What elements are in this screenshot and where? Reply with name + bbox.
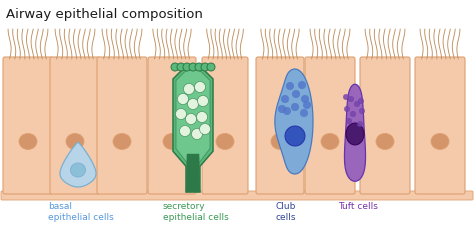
- Circle shape: [303, 102, 311, 109]
- Circle shape: [183, 84, 194, 95]
- Polygon shape: [173, 65, 213, 192]
- Circle shape: [177, 94, 189, 105]
- Circle shape: [343, 95, 349, 100]
- FancyBboxPatch shape: [97, 58, 147, 194]
- Circle shape: [346, 119, 352, 124]
- FancyBboxPatch shape: [256, 58, 304, 194]
- FancyBboxPatch shape: [202, 58, 248, 194]
- Ellipse shape: [66, 134, 84, 150]
- Ellipse shape: [216, 134, 234, 150]
- Circle shape: [183, 64, 191, 72]
- Circle shape: [195, 64, 203, 72]
- Text: Tuft cells: Tuft cells: [338, 201, 378, 210]
- Text: secretory
epithelial cells: secretory epithelial cells: [163, 201, 229, 221]
- Circle shape: [189, 64, 197, 72]
- FancyBboxPatch shape: [3, 58, 53, 194]
- FancyBboxPatch shape: [50, 58, 100, 194]
- Circle shape: [198, 96, 209, 107]
- Circle shape: [201, 64, 209, 72]
- Circle shape: [291, 104, 299, 111]
- Circle shape: [200, 124, 210, 135]
- Circle shape: [197, 112, 208, 123]
- Ellipse shape: [163, 134, 181, 150]
- Circle shape: [357, 122, 363, 127]
- Circle shape: [194, 82, 206, 93]
- Circle shape: [171, 64, 179, 72]
- Circle shape: [344, 107, 350, 112]
- Circle shape: [354, 102, 360, 107]
- FancyBboxPatch shape: [415, 58, 465, 194]
- Text: basal
epithelial cells: basal epithelial cells: [48, 201, 114, 221]
- Circle shape: [177, 64, 185, 72]
- Circle shape: [188, 99, 199, 110]
- Circle shape: [175, 109, 186, 120]
- Circle shape: [185, 114, 197, 125]
- Ellipse shape: [271, 134, 289, 150]
- Circle shape: [350, 112, 356, 117]
- Circle shape: [191, 129, 202, 140]
- Polygon shape: [176, 68, 210, 189]
- Circle shape: [301, 96, 309, 103]
- Text: Club
cells: Club cells: [276, 201, 297, 221]
- Polygon shape: [186, 154, 200, 192]
- Circle shape: [348, 97, 354, 102]
- Circle shape: [292, 91, 300, 98]
- Circle shape: [298, 82, 306, 89]
- FancyBboxPatch shape: [1, 191, 473, 200]
- Ellipse shape: [431, 134, 449, 150]
- Circle shape: [207, 64, 215, 72]
- Circle shape: [281, 96, 289, 103]
- FancyBboxPatch shape: [148, 58, 196, 194]
- Polygon shape: [345, 85, 365, 181]
- Ellipse shape: [19, 134, 37, 150]
- Ellipse shape: [113, 134, 131, 150]
- Circle shape: [180, 126, 191, 137]
- Circle shape: [278, 106, 286, 113]
- Circle shape: [359, 109, 365, 114]
- Ellipse shape: [376, 134, 394, 150]
- Circle shape: [283, 108, 291, 115]
- Circle shape: [358, 99, 364, 104]
- Ellipse shape: [321, 134, 339, 150]
- Ellipse shape: [71, 163, 85, 177]
- FancyBboxPatch shape: [360, 58, 410, 194]
- Circle shape: [300, 110, 308, 117]
- Circle shape: [286, 83, 294, 90]
- Polygon shape: [60, 143, 96, 187]
- FancyBboxPatch shape: [305, 58, 355, 194]
- Ellipse shape: [285, 126, 305, 146]
- Ellipse shape: [346, 123, 364, 145]
- Polygon shape: [275, 70, 313, 174]
- Text: Airway epithelial composition: Airway epithelial composition: [6, 8, 203, 21]
